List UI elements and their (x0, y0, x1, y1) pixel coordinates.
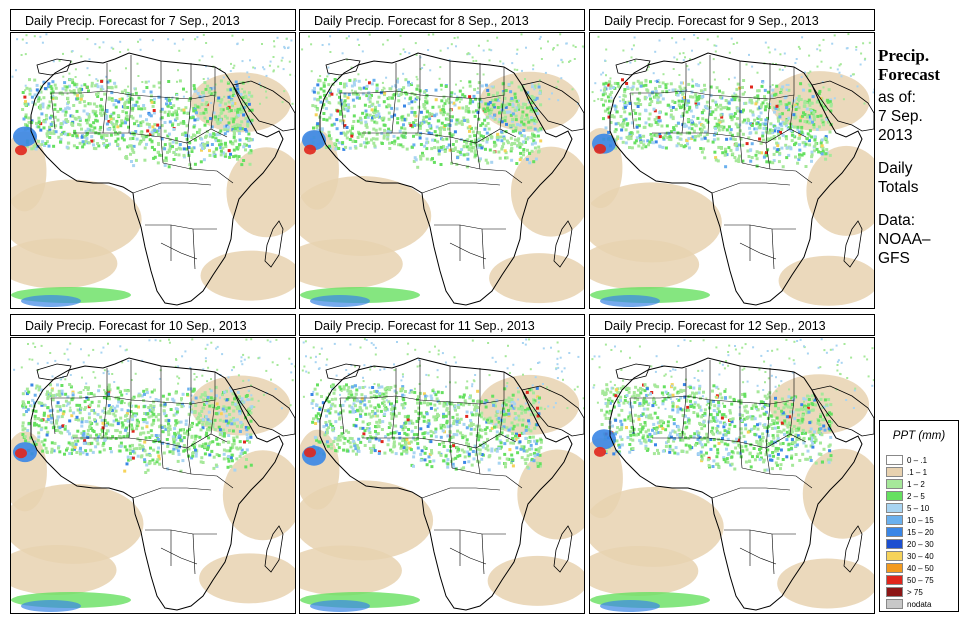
legend-label: > 75 (907, 588, 923, 597)
legend-swatch (886, 515, 903, 525)
legend-label: .1 – 1 (907, 468, 927, 477)
legend-label: 20 – 30 (907, 540, 934, 549)
data-source-1: Data: (878, 211, 964, 230)
legend-swatch (886, 503, 903, 513)
legend-label: 1 – 2 (907, 480, 925, 489)
legend-swatch (886, 575, 903, 585)
legend-label: nodata (907, 600, 931, 609)
legend-item: 0 – .1 (886, 455, 927, 466)
as-of-date-1: 7 Sep. (878, 107, 964, 126)
legend-item: 20 – 30 (886, 539, 934, 550)
legend-item: 40 – 50 (886, 563, 934, 574)
panel-title: Daily Precip. Forecast for 11 Sep., 2013 (299, 314, 585, 336)
precip-map (299, 337, 585, 614)
africa-map (300, 33, 584, 308)
totals-line-1: Daily (878, 159, 964, 178)
totals-line-2: Totals (878, 178, 964, 197)
legend-item: 15 – 20 (886, 527, 934, 538)
legend-title: PPT (mm) (880, 430, 958, 444)
legend-label: 30 – 40 (907, 552, 934, 561)
sidebar-heading-2: Forecast (878, 65, 964, 84)
legend-item: > 75 (886, 587, 923, 598)
legend-swatch (886, 491, 903, 501)
panel-title: Daily Precip. Forecast for 7 Sep., 2013 (10, 9, 296, 31)
precip-map (589, 32, 875, 309)
legend-swatch (886, 479, 903, 489)
forecast-panel-6: Daily Precip. Forecast for 12 Sep., 2013 (589, 314, 875, 614)
info-sidebar: Precip. Forecast as of: 7 Sep. 2013 Dail… (878, 46, 964, 268)
legend-label: 2 – 5 (907, 492, 925, 501)
africa-map (11, 33, 295, 308)
legend-item: nodata (886, 599, 931, 610)
legend-item: 5 – 10 (886, 503, 929, 514)
precip-map (589, 337, 875, 614)
precip-map (299, 32, 585, 309)
legend-item: 30 – 40 (886, 551, 934, 562)
legend-item: 10 – 15 (886, 515, 934, 526)
legend-label: 15 – 20 (907, 528, 934, 537)
forecast-panel-2: Daily Precip. Forecast for 8 Sep., 2013 (299, 9, 585, 309)
as-of-date-2: 2013 (878, 126, 964, 145)
forecast-panel-5: Daily Precip. Forecast for 11 Sep., 2013 (299, 314, 585, 614)
legend-swatch (886, 551, 903, 561)
panel-title: Daily Precip. Forecast for 10 Sep., 2013 (10, 314, 296, 336)
as-of-label: as of: (878, 88, 964, 107)
legend-label: 40 – 50 (907, 564, 934, 573)
forecast-panel-4: Daily Precip. Forecast for 10 Sep., 2013 (10, 314, 296, 614)
legend-swatch (886, 563, 903, 573)
precip-map (10, 337, 296, 614)
africa-map (300, 338, 584, 613)
legend-swatch (886, 587, 903, 597)
africa-map (11, 338, 295, 613)
legend-item: 2 – 5 (886, 491, 925, 502)
legend-swatch (886, 599, 903, 609)
africa-map (590, 338, 874, 613)
legend-label: 0 – .1 (907, 456, 927, 465)
legend-item: .1 – 1 (886, 467, 927, 478)
precip-map (10, 32, 296, 309)
panel-title: Daily Precip. Forecast for 8 Sep., 2013 (299, 9, 585, 31)
legend-label: 50 – 75 (907, 576, 934, 585)
legend-item: 50 – 75 (886, 575, 934, 586)
legend-label: 10 – 15 (907, 516, 934, 525)
panel-title: Daily Precip. Forecast for 9 Sep., 2013 (589, 9, 875, 31)
data-source-2: NOAA– (878, 230, 964, 249)
legend-swatch (886, 527, 903, 537)
forecast-panel-1: Daily Precip. Forecast for 7 Sep., 2013 (10, 9, 296, 309)
legend-swatch (886, 467, 903, 477)
sidebar-heading-1: Precip. (878, 46, 964, 65)
ppt-legend: PPT (mm) 0 – .1 .1 – 1 1 – 2 2 – 5 5 – 10 10 … (879, 420, 959, 612)
legend-item: 1 – 2 (886, 479, 925, 490)
legend-label: 5 – 10 (907, 504, 929, 513)
legend-swatch (886, 455, 903, 465)
africa-map (590, 33, 874, 308)
forecast-panel-3: Daily Precip. Forecast for 9 Sep., 2013 (589, 9, 875, 309)
panel-title: Daily Precip. Forecast for 12 Sep., 2013 (589, 314, 875, 336)
legend-swatch (886, 539, 903, 549)
data-source-3: GFS (878, 249, 964, 268)
